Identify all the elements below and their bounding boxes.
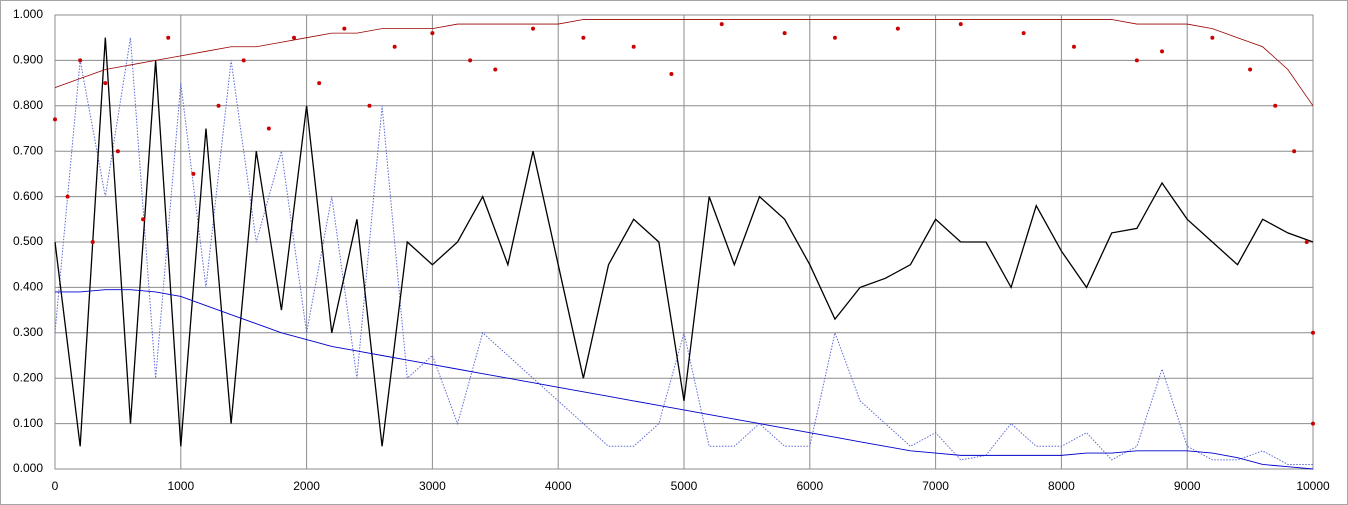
scatter-point <box>166 35 171 40</box>
x-tick-label: 1000 <box>167 479 194 493</box>
scatter-point <box>317 81 322 86</box>
y-tick-label: 1.000 <box>13 7 43 21</box>
scatter-point <box>631 44 636 49</box>
scatter-point <box>669 72 674 77</box>
scatter-point <box>266 126 271 131</box>
scatter-point <box>493 67 498 72</box>
scatter-point <box>832 35 837 40</box>
y-tick-label: 0.200 <box>13 370 43 384</box>
y-tick-label: 0.800 <box>13 98 43 112</box>
scatter-point <box>1311 421 1315 426</box>
x-tick-label: 9000 <box>1174 479 1201 493</box>
scatter-point <box>141 217 146 222</box>
scatter-point <box>1160 49 1165 54</box>
x-tick-label: 5000 <box>671 479 698 493</box>
scatter-point <box>103 81 108 86</box>
scatter-point <box>1311 330 1315 335</box>
data-line <box>54 37 1313 465</box>
scatter-point <box>430 31 435 36</box>
x-tick-label: 3000 <box>419 479 446 493</box>
x-tick-label: 8000 <box>1048 479 1075 493</box>
scatter-point <box>1210 35 1215 40</box>
scatter-point <box>367 103 372 108</box>
x-tick-label: 4000 <box>545 479 572 493</box>
scatter-point <box>78 58 83 63</box>
scatter-point <box>468 58 473 63</box>
scatter-point <box>115 149 120 154</box>
x-tick-label: 0 <box>52 479 59 493</box>
scatter-point <box>782 31 787 36</box>
scatter-point <box>90 240 95 244</box>
scatter-point <box>1071 44 1076 49</box>
y-tick-label: 0.000 <box>13 461 43 475</box>
x-tick-label: 7000 <box>922 479 949 493</box>
x-tick-label: 2000 <box>293 479 320 493</box>
y-tick-label: 0.700 <box>13 143 43 157</box>
data-line <box>54 19 1314 107</box>
x-tick-label: 10000 <box>1296 479 1330 493</box>
scatter-point <box>191 171 196 176</box>
scatter-point <box>958 22 963 27</box>
y-tick-label: 0.100 <box>13 416 43 430</box>
scatter-point <box>392 44 397 49</box>
y-tick-label: 0.500 <box>13 234 43 248</box>
scatter-point <box>719 22 724 27</box>
y-tick-label: 0.600 <box>13 189 43 203</box>
scatter-point <box>53 117 57 122</box>
y-tick-label: 0.300 <box>13 325 43 339</box>
scatter-point <box>1292 149 1297 154</box>
scatter-point <box>342 26 347 31</box>
y-tick-label: 0.900 <box>13 53 43 67</box>
scatter-point <box>895 26 900 31</box>
scatter-point <box>216 103 221 108</box>
scatter-point <box>292 35 297 40</box>
scatter-point <box>1021 31 1026 36</box>
scatter-point <box>1134 58 1139 63</box>
scatter-point <box>1248 67 1253 72</box>
x-tick-label: 6000 <box>796 479 823 493</box>
data-line <box>55 289 1314 470</box>
scatter-point <box>1273 103 1278 108</box>
scatter-point <box>241 58 246 63</box>
scatter-point <box>531 26 536 31</box>
data-line <box>54 37 1314 447</box>
scatter-point <box>1304 240 1309 244</box>
y-tick-label: 0.400 <box>13 280 43 294</box>
scatter-point <box>65 194 70 199</box>
scatter-point <box>581 35 586 40</box>
